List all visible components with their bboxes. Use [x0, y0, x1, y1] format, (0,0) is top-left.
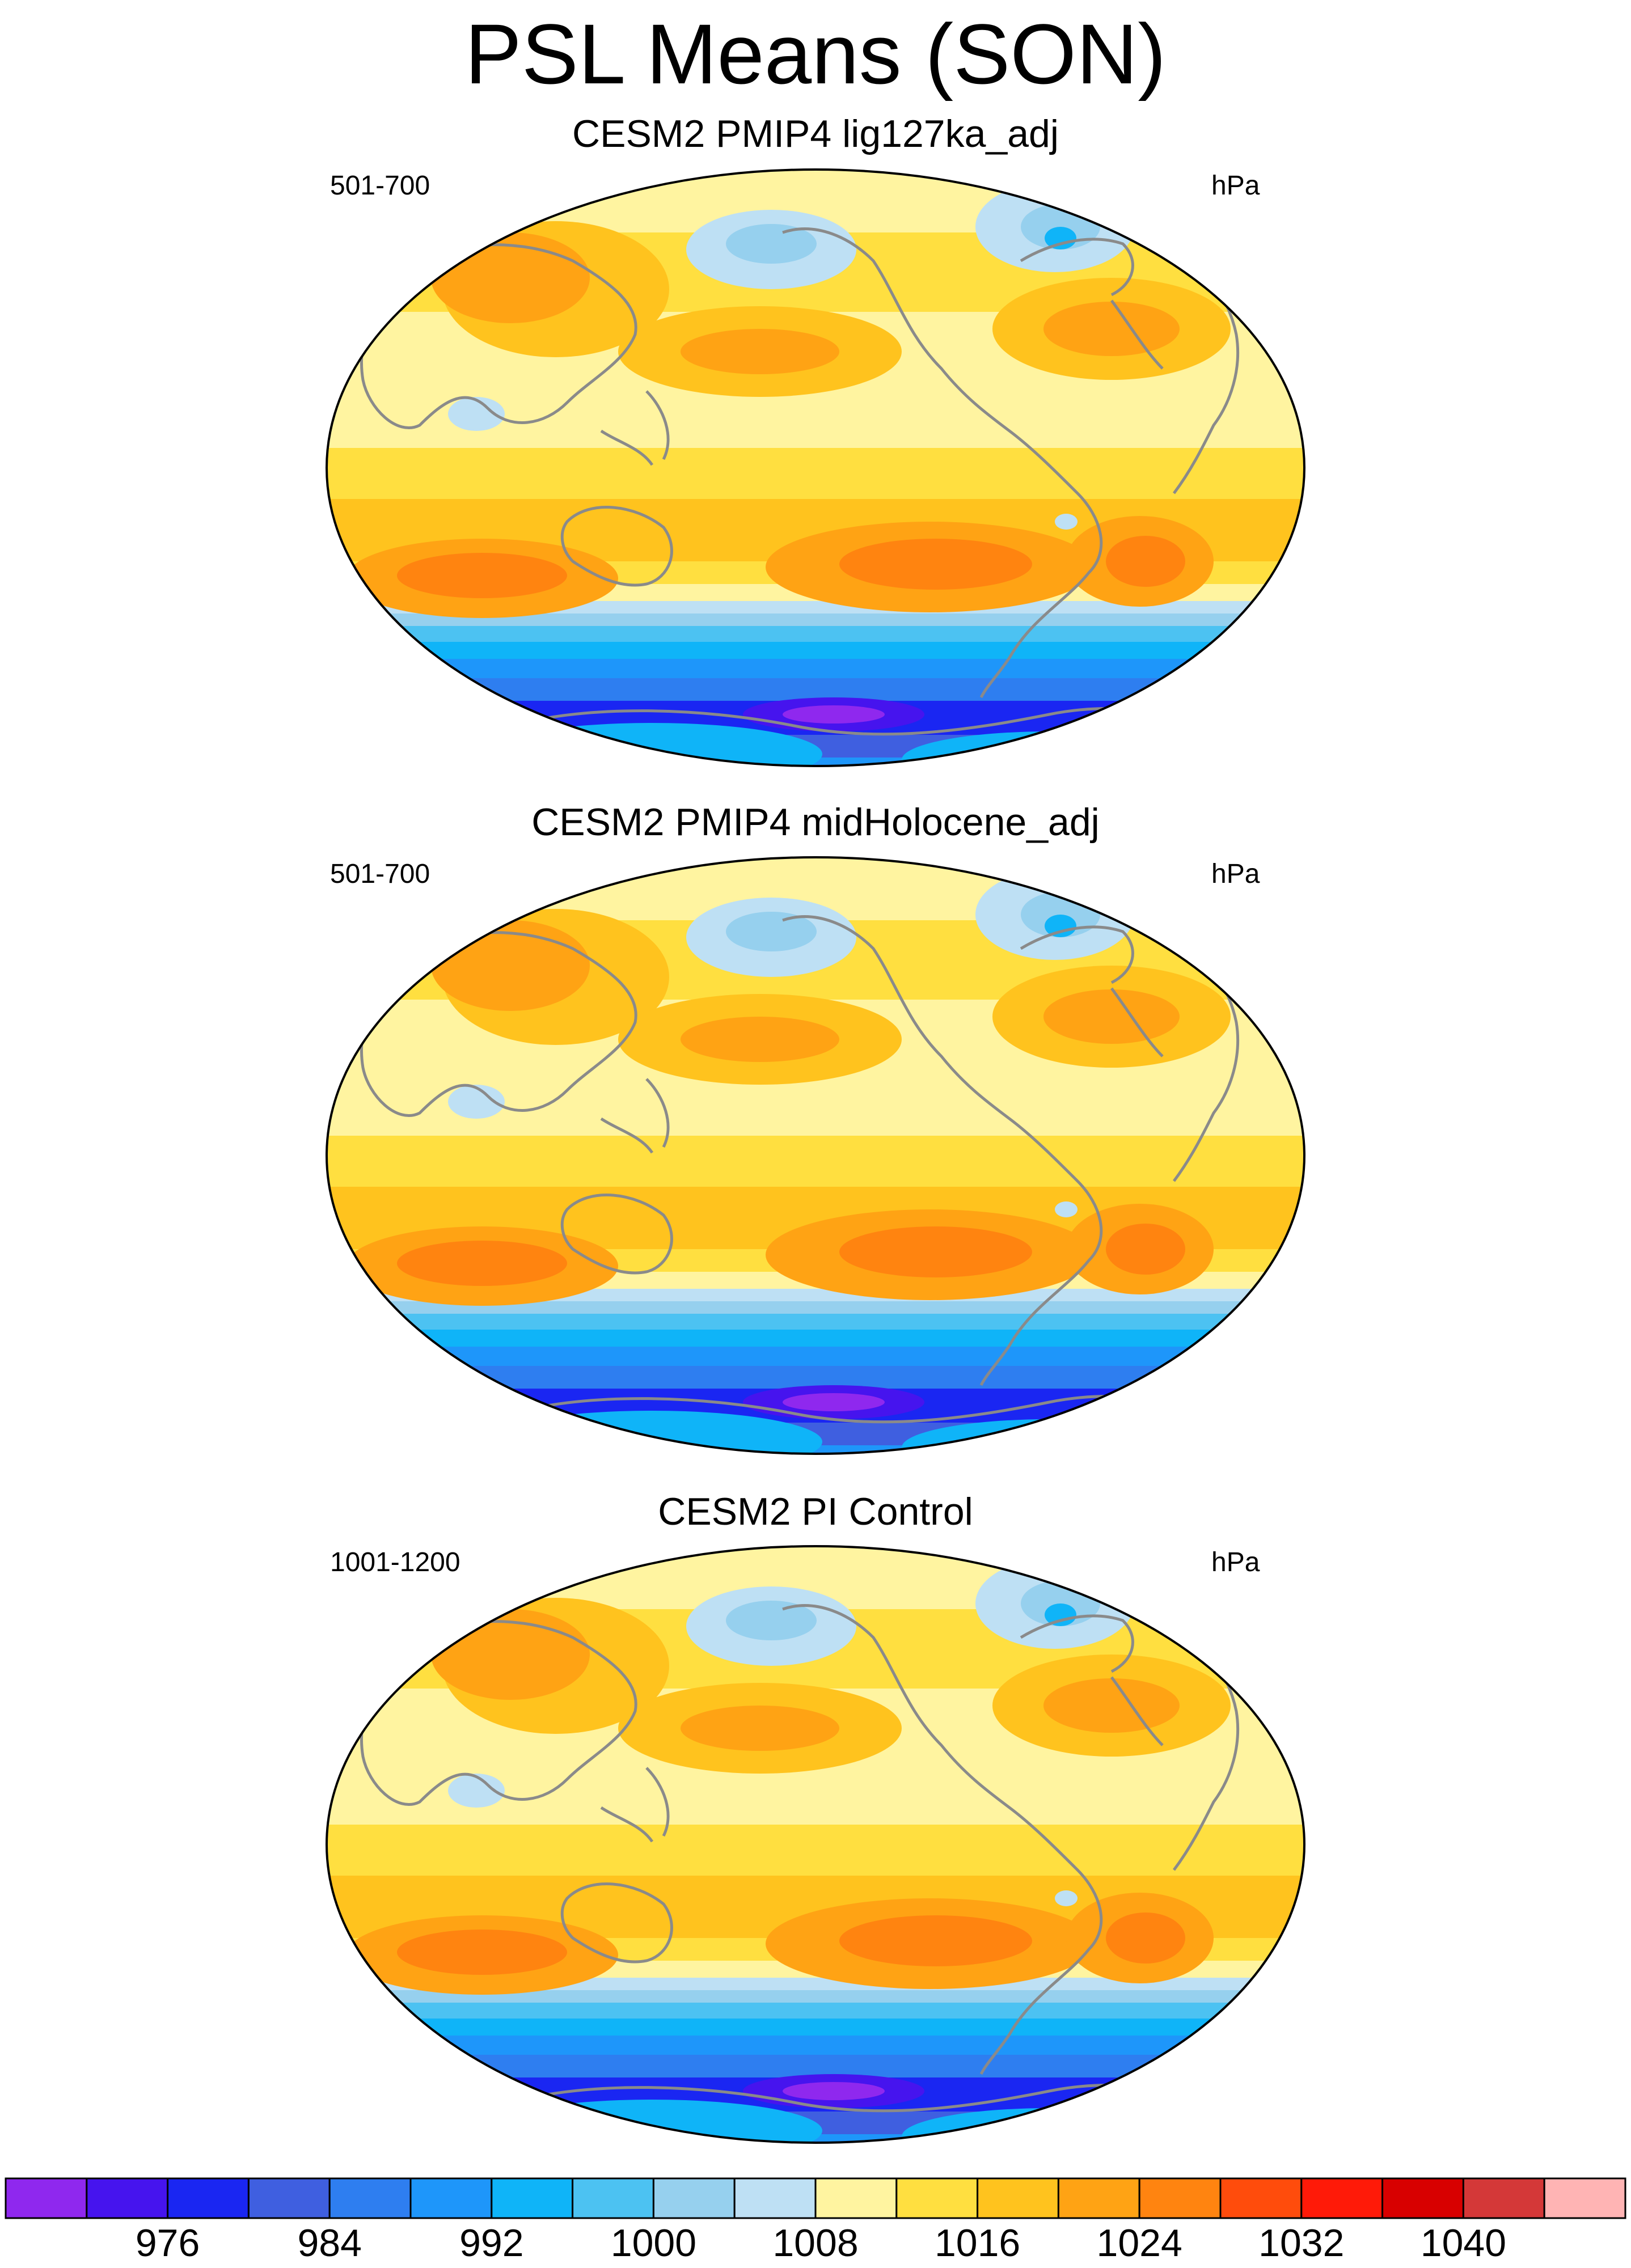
- panel-1-title: CESM2 PMIP4 lig127ka_adj: [572, 112, 1059, 155]
- colorbar-tick-label: 1008: [772, 2222, 859, 2265]
- panel-2-map: [326, 856, 1305, 1455]
- colorbar: [5, 2177, 1626, 2219]
- panel-3-years-label: 1001-1200: [330, 1547, 460, 1577]
- colorbar-tick-label: 1024: [1096, 2222, 1182, 2265]
- colorbar-tick-label: 976: [135, 2222, 200, 2265]
- colorbar-tick-label: 1032: [1258, 2222, 1345, 2265]
- figure-title: PSL Means (SON): [464, 6, 1167, 101]
- panel-2-years-label: 501-700: [330, 859, 430, 889]
- panel-3-title: CESM2 PI Control: [658, 1490, 973, 1533]
- panel-2-units-label: hPa: [1211, 859, 1260, 889]
- colorbar-tick-label: 984: [297, 2222, 362, 2265]
- panel-3-map: [326, 1545, 1305, 2144]
- colorbar-tick-label: 1040: [1420, 2222, 1507, 2265]
- colorbar-tick-label: 992: [459, 2222, 524, 2265]
- panel-1-units-label: hPa: [1211, 171, 1260, 201]
- panel-1-years-label: 501-700: [330, 171, 430, 201]
- panel-1-map: [326, 168, 1305, 767]
- colorbar-tick-label: 1016: [934, 2222, 1021, 2265]
- colorbar-tick-label: 1000: [610, 2222, 697, 2265]
- panel-3-units-label: hPa: [1211, 1547, 1260, 1577]
- panel-2-title: CESM2 PMIP4 midHolocene_adj: [531, 801, 1100, 844]
